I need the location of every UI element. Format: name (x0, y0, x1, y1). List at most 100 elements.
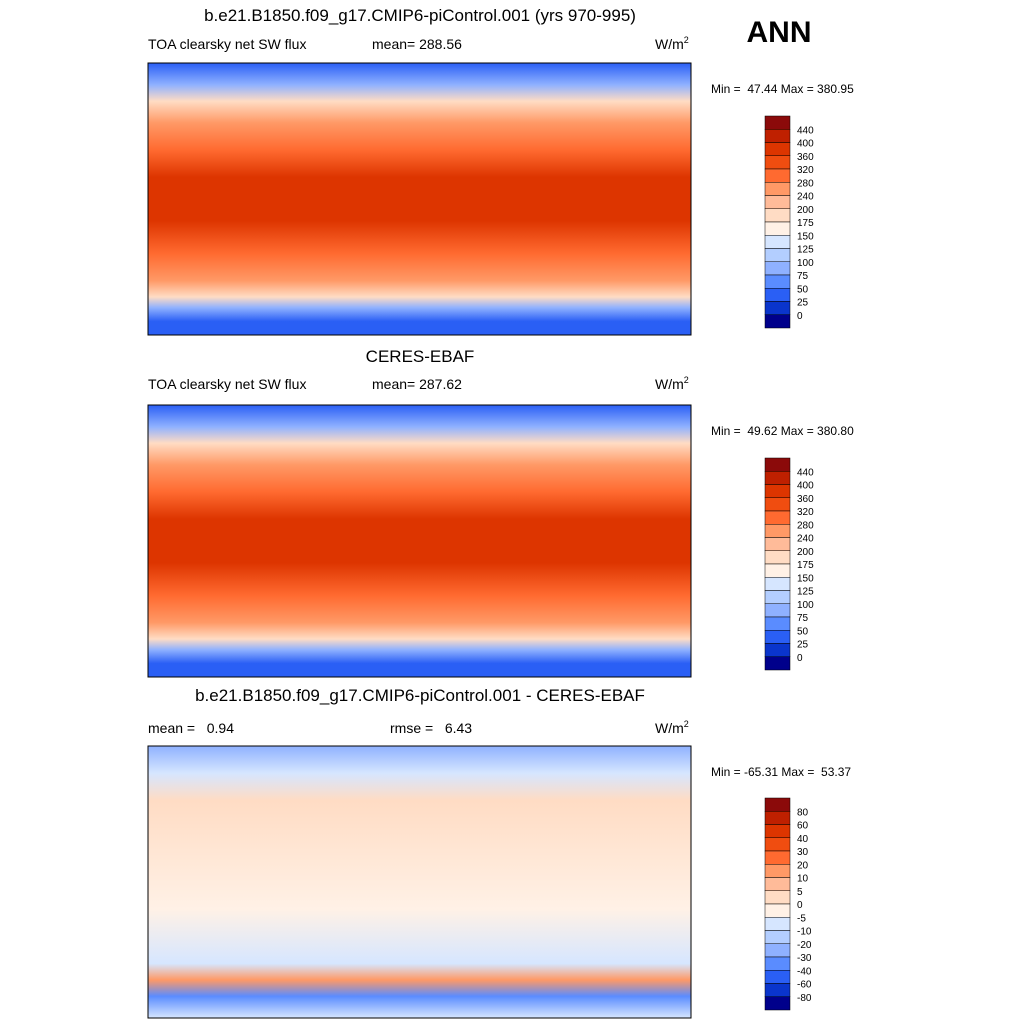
colorbar-label: 175 (797, 218, 814, 229)
left-label: TOA clearsky net SW flux (148, 36, 306, 52)
colorbar-label: -5 (797, 913, 806, 924)
colorbar-label: 360 (797, 152, 814, 163)
left-label: TOA clearsky net SW flux (148, 376, 306, 392)
center-label: rmse = 6.43 (390, 720, 472, 736)
colorbar-label: 440 (797, 467, 814, 478)
colorbar-box (764, 142, 791, 156)
colorbar-label: 440 (797, 125, 814, 136)
colorbar-label: 20 (797, 860, 809, 871)
colorbar-box (764, 248, 791, 262)
colorbar-box (764, 484, 791, 498)
colorbar-label: 25 (797, 640, 809, 651)
colorbar-box (764, 168, 791, 183)
colorbar-box (764, 956, 791, 971)
units-exponent: 2 (684, 375, 689, 385)
units: W/m2 (655, 375, 689, 392)
colorbar-box (764, 616, 791, 631)
colorbar-box (764, 917, 791, 931)
colorbar-box (764, 457, 791, 472)
colorbar-box (764, 274, 791, 289)
colorbar-box (764, 129, 791, 143)
colorbar-box (764, 983, 791, 997)
colorbar-box (764, 115, 791, 130)
colorbar-label: 240 (797, 534, 814, 545)
min-max: Min = -65.31 Max = 53.37 (711, 765, 851, 779)
min-max: Min = 47.44 Max = 380.95 (711, 82, 854, 96)
colorbar-label: -40 (797, 966, 812, 977)
colorbar-label: 0 (797, 900, 803, 911)
colorbar-box (764, 837, 791, 852)
panel-title: b.e21.B1850.f09_g17.CMIP6-piControl.001 … (195, 686, 645, 705)
colorbar-label: 0 (797, 311, 803, 322)
colorbar-box (764, 630, 791, 644)
colorbar-label: 240 (797, 192, 814, 203)
colorbar-label: 100 (797, 600, 814, 611)
units-base: W/m (655, 720, 684, 736)
colorbar-box (764, 903, 791, 918)
colorbar-box (764, 563, 791, 578)
colorbar-box (764, 261, 791, 276)
colorbar-label: 25 (797, 298, 809, 309)
colorbar-label: 100 (797, 258, 814, 269)
colorbar-label: 5 (797, 887, 803, 898)
colorbar-box (764, 811, 791, 825)
colorbar-label: 200 (797, 205, 814, 216)
colorbar-label: 0 (797, 653, 803, 664)
colorbar-box (764, 970, 791, 984)
colorbar-label: 60 (797, 821, 809, 832)
colorbar-box (764, 497, 791, 512)
colorbar-box (764, 850, 791, 865)
colorbar-box (764, 537, 791, 551)
colorbar-box (764, 221, 791, 236)
colorbar-label: 150 (797, 573, 814, 584)
colorbar-box (764, 301, 791, 315)
colorbar-label: 30 (797, 847, 809, 858)
colorbar-label: 10 (797, 874, 809, 885)
center-label: mean= 288.56 (372, 36, 462, 52)
units-base: W/m (655, 376, 684, 392)
colorbar-box (764, 877, 791, 891)
colorbar-box (764, 603, 791, 618)
panel-title: b.e21.B1850.f09_g17.CMIP6-piControl.001 … (204, 6, 636, 25)
colorbar-box (764, 930, 791, 944)
colorbar-box (764, 524, 791, 538)
colorbar-label: -80 (797, 993, 812, 1004)
colorbar-label: 125 (797, 245, 814, 256)
colorbar-label: -10 (797, 927, 812, 938)
units-exponent: 2 (684, 719, 689, 729)
colorbar-label: 150 (797, 231, 814, 242)
colorbar-box (764, 208, 791, 223)
colorbar-box (764, 797, 791, 812)
center-label: mean= 287.62 (372, 376, 462, 392)
colorbar-label: 400 (797, 481, 814, 492)
map-field (147, 62, 692, 336)
colorbar-box (764, 577, 791, 591)
colorbar-label: 125 (797, 587, 814, 598)
colorbar-box (764, 943, 791, 958)
colorbar-box (764, 656, 791, 671)
colorbar-box (764, 288, 791, 302)
min-max: Min = 49.62 Max = 380.80 (711, 424, 854, 438)
colorbar-label: 80 (797, 807, 809, 818)
map-field (147, 404, 692, 678)
colorbar-box (764, 182, 791, 196)
colorbar-label: 280 (797, 178, 814, 189)
colorbar-label: 50 (797, 284, 809, 295)
colorbar-label: 75 (797, 271, 809, 282)
colorbar-label: 400 (797, 139, 814, 150)
map-field (147, 745, 692, 1019)
colorbar-box (764, 890, 791, 905)
colorbar-box (764, 314, 791, 329)
colorbar-label: 280 (797, 520, 814, 531)
colorbar-label: 320 (797, 165, 814, 176)
colorbar-box (764, 155, 791, 170)
units: W/m2 (655, 35, 689, 52)
colorbar-box (764, 235, 791, 249)
colorbar-box (764, 590, 791, 604)
units-base: W/m (655, 36, 684, 52)
colorbar-box (764, 550, 791, 565)
colorbar-box (764, 864, 791, 878)
colorbar-label: 40 (797, 834, 809, 845)
heading: ANN (747, 16, 812, 49)
